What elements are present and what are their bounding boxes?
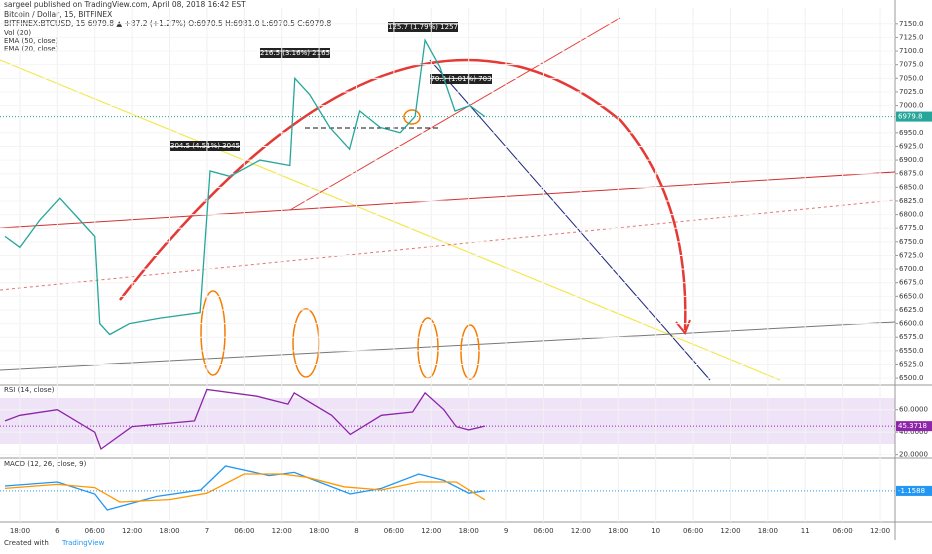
y-tick-label: 7050.0 (899, 74, 924, 82)
y-tick-label: 40.0000 (899, 428, 928, 436)
x-tick-label: 18:00 (459, 527, 479, 535)
y-tick-label: 6625.0 (899, 306, 924, 314)
y-tick-label: 6550.0 (899, 347, 924, 355)
indicator: EMA (20, close) (4, 45, 59, 53)
y-tick-label: 7025.0 (899, 88, 924, 96)
annotation-box (260, 48, 330, 58)
x-tick-label: 06:00 (683, 527, 703, 535)
x-tick-label: 8 (354, 527, 358, 535)
annotation: 70.3 (1.01%) 703 (430, 75, 491, 83)
y-tick-label: 6950.0 (899, 129, 924, 137)
trend-line (0, 321, 896, 371)
x-tick-label: 12:00 (421, 527, 441, 535)
y-tick-label: 7000.0 (899, 102, 924, 110)
last-value-box (896, 111, 932, 122)
highlight (200, 290, 226, 376)
x-tick-label: 12:00 (571, 527, 591, 535)
arc (119, 58, 687, 331)
trend-line (0, 171, 896, 229)
annotation-box (388, 22, 458, 32)
x-tick-label: 06:00 (533, 527, 553, 535)
y-tick-label: 6575.0 (899, 333, 924, 341)
last-value: -1.1588 (898, 487, 925, 495)
annotation: 125.7 (1.79%) 1257 (388, 23, 458, 31)
y-tick-label: 6750.0 (899, 238, 924, 246)
y-tick-label: 7075.0 (899, 61, 924, 69)
y-tick-label: 6725.0 (899, 251, 924, 259)
last-value: 45.3718 (898, 422, 927, 430)
y-tick-label: 6600.0 (899, 320, 924, 328)
y-tick-label: 7100.0 (899, 47, 924, 55)
last-value: 6979.8 (898, 113, 923, 121)
last-value-box (896, 421, 932, 432)
y-tick-label: 7150.0 (899, 20, 924, 28)
indicator: EMA (50, close) (4, 37, 59, 45)
highlight (460, 324, 480, 380)
y-tick-label: 6875.0 (899, 170, 924, 178)
publisher: sargeel published on TradingView.com, Ap… (4, 0, 246, 9)
rsi-band (0, 398, 895, 444)
x-tick-label: 18:00 (309, 527, 329, 535)
arrow-head (675, 319, 691, 335)
x-tick-label: 18:00 (758, 527, 778, 535)
x-tick-label: 11 (801, 527, 810, 535)
y-tick-label: 6650.0 (899, 292, 924, 300)
trend-line (429, 59, 711, 381)
drawings (0, 17, 896, 381)
annotation-box (430, 74, 492, 84)
footer-created: Created with (4, 539, 49, 547)
x-tick-label: 12:00 (720, 527, 740, 535)
y-tick-label: 6500.0 (899, 374, 924, 382)
y-tick-label: 6900.0 (899, 156, 924, 164)
footer-brand: TradingView (61, 539, 105, 547)
x-tick-label: 9 (504, 527, 508, 535)
y-tick-label: 7125.0 (899, 33, 924, 41)
y-tick-label: 6675.0 (899, 279, 924, 287)
x-tick-label: 18:00 (159, 527, 179, 535)
x-tick-label: 06:00 (234, 527, 254, 535)
y-tick-label: 6825.0 (899, 197, 924, 205)
y-tick-label: 6800.0 (899, 211, 924, 219)
y-tick-label: 60.0000 (899, 406, 928, 414)
x-tick-label: 10 (651, 527, 660, 535)
y-tick-label: 20.0000 (899, 451, 928, 459)
last-value-box (896, 485, 932, 496)
x-tick-label: 12:00 (870, 527, 890, 535)
annotation: 216.5 (3.16%) 2165 (260, 49, 330, 57)
y-tick-label: 6775.0 (899, 224, 924, 232)
series-line (4, 388, 486, 451)
y-tick-label: 6925.0 (899, 142, 924, 150)
x-tick-label: 7 (205, 527, 209, 535)
x-tick-label: 18:00 (10, 527, 30, 535)
x-tick-label: 12:00 (122, 527, 142, 535)
indicator: Vol (20) (4, 29, 31, 37)
trend-line (289, 17, 621, 211)
x-tick-label: 06:00 (85, 527, 105, 535)
series-line (4, 473, 486, 503)
x-tick-label: 6 (55, 527, 60, 535)
symbol: Bitcoin / Dollar, 15, BITFINEX (4, 10, 112, 19)
y-tick-label: 6525.0 (899, 360, 924, 368)
panel-title: MACD (12, 26, close, 9) (4, 460, 87, 468)
panel-title: RSI (14, close) (4, 386, 55, 394)
y-tick-label: 6850.0 (899, 183, 924, 191)
x-tick-label: 18:00 (608, 527, 628, 535)
x-tick-label: 06:00 (384, 527, 404, 535)
x-tick-label: 06:00 (833, 527, 853, 535)
trend-line (0, 59, 781, 381)
x-tick-label: 12:00 (272, 527, 292, 535)
series-line (4, 38, 486, 336)
y-tick-label: 6700.0 (899, 265, 924, 273)
